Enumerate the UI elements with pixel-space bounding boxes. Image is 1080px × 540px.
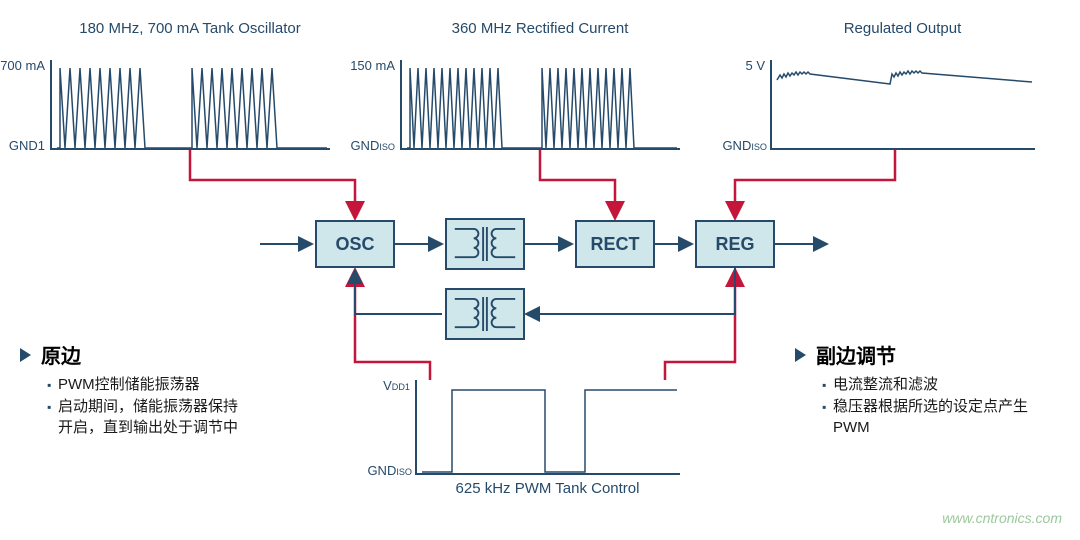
signal-arrows — [0, 0, 1080, 540]
osc-block: OSC — [315, 220, 395, 268]
rect-block: RECT — [575, 220, 655, 268]
watermark: www.cntronics.com — [942, 510, 1062, 526]
primary-item-1: 启动期间，储能振荡器保持开启，直到输出处于调节中 — [58, 397, 250, 438]
transformer-top — [445, 218, 525, 270]
osc-block-label: OSC — [335, 234, 374, 255]
primary-title: 原边 — [20, 340, 250, 369]
rect-block-label: RECT — [591, 234, 640, 255]
secondary-item-0: 电流整流和滤波 — [833, 375, 1045, 395]
secondary-section: 副边调节 电流整流和滤波 稳压器根据所选的设定点产生PWM — [795, 340, 1045, 440]
reg-block-label: REG — [715, 234, 754, 255]
secondary-list: 电流整流和滤波 稳压器根据所选的设定点产生PWM — [795, 375, 1045, 438]
reg-block: REG — [695, 220, 775, 268]
transformer-bottom — [445, 288, 525, 340]
secondary-title: 副边调节 — [795, 340, 1045, 369]
primary-list: PWM控制储能振荡器 启动期间，储能振荡器保持开启，直到输出处于调节中 — [20, 375, 250, 438]
secondary-item-1: 稳压器根据所选的设定点产生PWM — [833, 397, 1045, 438]
primary-section: 原边 PWM控制储能振荡器 启动期间，储能振荡器保持开启，直到输出处于调节中 — [20, 340, 250, 440]
primary-item-0: PWM控制储能振荡器 — [58, 375, 250, 395]
